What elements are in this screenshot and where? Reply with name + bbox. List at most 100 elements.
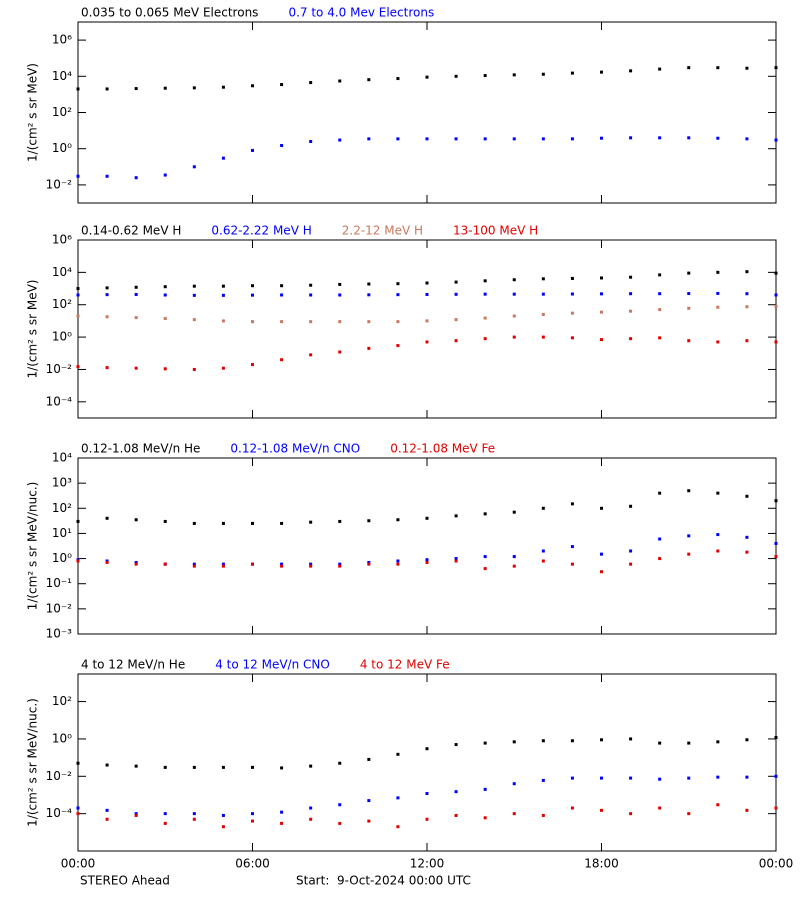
data-point (192, 562, 196, 566)
data-point (76, 365, 80, 369)
data-point (338, 350, 342, 354)
y-tick-label: 10⁶ (52, 33, 72, 47)
data-point (512, 137, 516, 141)
data-point (425, 516, 429, 520)
y-tick-label: 10² (52, 297, 72, 311)
data-point (774, 271, 778, 275)
y-tick-label: 10⁰ (52, 141, 72, 155)
data-point (570, 292, 574, 296)
data-point (600, 570, 603, 574)
data-point (76, 812, 80, 816)
data-point (367, 282, 371, 286)
data-point (221, 85, 225, 89)
data-point (774, 806, 778, 810)
data-point (687, 776, 691, 780)
data-point (163, 367, 167, 371)
data-point (163, 86, 167, 90)
data-point (309, 520, 313, 524)
x-tick-label: 00:00 (61, 857, 96, 871)
data-point (745, 550, 749, 554)
legend-entry: 4 to 12 MeV Fe (360, 658, 450, 672)
data-point (745, 305, 749, 309)
data-point (483, 279, 487, 283)
data-point (570, 562, 574, 566)
data-point (658, 273, 662, 277)
data-point (454, 514, 458, 518)
data-point (251, 293, 254, 297)
data-point (251, 363, 254, 367)
data-point (280, 821, 284, 825)
data-point (512, 314, 516, 318)
data-point (687, 489, 691, 493)
data-point (570, 71, 574, 75)
data-point (192, 812, 196, 816)
data-point (425, 558, 429, 562)
data-point (192, 564, 196, 568)
data-point (541, 739, 545, 743)
data-point (454, 559, 458, 563)
data-point (745, 137, 749, 141)
data-point (192, 367, 196, 371)
data-point (338, 821, 342, 825)
data-point (338, 282, 342, 286)
data-point (134, 812, 138, 816)
data-point (629, 549, 633, 553)
data-point (658, 806, 662, 810)
data-point (105, 87, 109, 91)
data-point (687, 339, 691, 343)
data-point (76, 761, 80, 765)
data-point (774, 138, 778, 142)
data-point (774, 541, 778, 545)
data-point (251, 521, 254, 525)
data-point (367, 519, 371, 523)
data-point (600, 70, 603, 74)
data-point (221, 156, 225, 160)
data-point (134, 285, 138, 289)
data-point (221, 564, 225, 568)
data-point (512, 812, 516, 816)
data-point (338, 761, 342, 765)
data-point (280, 562, 284, 566)
data-point (774, 499, 778, 503)
footer-left: STEREO Ahead (80, 874, 170, 888)
data-point (396, 77, 400, 81)
y-tick-label: 10⁻² (46, 601, 73, 615)
data-point (134, 316, 138, 320)
data-point (541, 277, 545, 281)
data-point (163, 519, 167, 523)
data-point (745, 535, 749, 539)
x-tick-label: 18:00 (584, 857, 619, 871)
data-point (570, 545, 574, 549)
data-point (716, 270, 720, 274)
data-point (280, 810, 284, 814)
data-point (774, 555, 778, 559)
data-point (541, 137, 545, 141)
data-point (309, 564, 313, 568)
data-point (687, 306, 691, 310)
data-point (716, 340, 720, 344)
y-tick-label: 10⁰ (52, 731, 72, 745)
data-point (600, 808, 603, 812)
data-point (716, 291, 720, 295)
data-point (309, 562, 313, 566)
plot-frame (77, 239, 777, 419)
data-point (192, 521, 196, 525)
data-point (512, 555, 516, 559)
data-point (629, 69, 633, 73)
data-point (105, 516, 109, 520)
data-point (192, 318, 196, 322)
data-point (396, 282, 400, 286)
data-point (716, 803, 720, 807)
data-point (280, 521, 284, 525)
data-point (338, 138, 342, 142)
data-point (745, 270, 749, 274)
data-point (425, 137, 429, 141)
data-point (425, 319, 429, 323)
data-point (687, 136, 691, 140)
data-point (512, 510, 516, 514)
data-point (629, 337, 633, 341)
data-point (309, 764, 313, 768)
data-point (483, 337, 487, 341)
data-point (134, 764, 138, 768)
data-point (221, 284, 225, 288)
